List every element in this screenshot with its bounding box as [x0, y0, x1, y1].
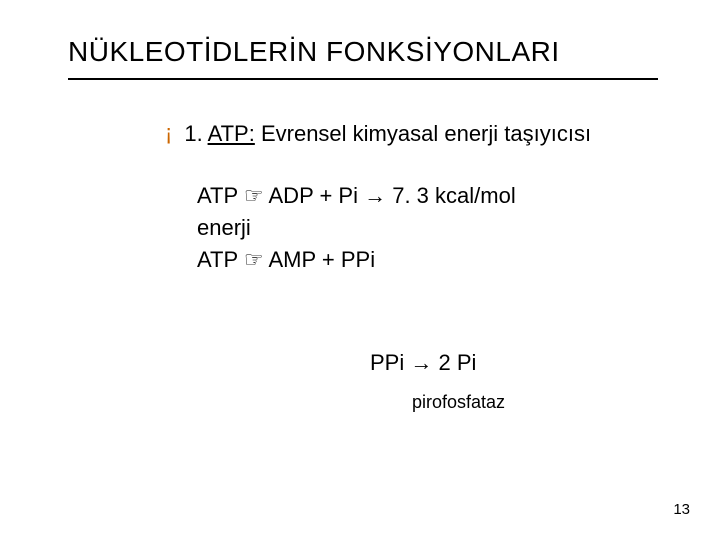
hand-arrow-icon: ☞: [244, 180, 264, 212]
equation-line-1: ATP ☞ ADP + Pi → 7. 3 kcal/mol: [197, 180, 665, 212]
bullet-prefix: 1.: [184, 121, 207, 146]
bullet-icon: ¡: [165, 118, 172, 149]
equation-block: ATP ☞ ADP + Pi → 7. 3 kcal/mol enerji AT…: [197, 180, 665, 276]
bullet-text: 1. ATP: Evrensel kimyasal enerji taşıyıc…: [184, 118, 665, 150]
bullet-rest: Evrensel kimyasal enerji taşıyıcısı: [255, 121, 591, 146]
title-underline: [68, 78, 658, 80]
ppi-equation: PPi → 2 Pi: [370, 350, 476, 376]
eq3-r: AMP + PPi: [264, 247, 375, 272]
bullet-underlined: ATP:: [208, 121, 255, 146]
eq1-r: 7. 3 kcal/mol: [386, 183, 516, 208]
ppi-r: 2 Pi: [432, 350, 476, 375]
right-arrow-icon: →: [364, 183, 386, 208]
equation-line-3: ATP ☞ AMP + PPi: [197, 244, 665, 276]
slide: NÜKLEOTİDLERİN FONKSİYONLARI ¡ 1. ATP: E…: [0, 0, 720, 540]
eq1-l: ATP: [197, 183, 244, 208]
hand-arrow-icon: ☞: [244, 244, 264, 276]
bullet-item-1: ¡ 1. ATP: Evrensel kimyasal enerji taşıy…: [165, 118, 665, 150]
slide-title: NÜKLEOTİDLERİN FONKSİYONLARI: [68, 36, 560, 68]
eq3-l: ATP: [197, 247, 244, 272]
eq1-mid: ADP + Pi: [264, 183, 358, 208]
ppi-l: PPi: [370, 350, 410, 375]
enzyme-label: pirofosfataz: [412, 392, 505, 413]
equation-line-2: enerji: [197, 212, 665, 244]
body-content: ¡ 1. ATP: Evrensel kimyasal enerji taşıy…: [165, 118, 665, 276]
page-number: 13: [673, 501, 690, 518]
right-arrow-icon: →: [410, 350, 432, 375]
